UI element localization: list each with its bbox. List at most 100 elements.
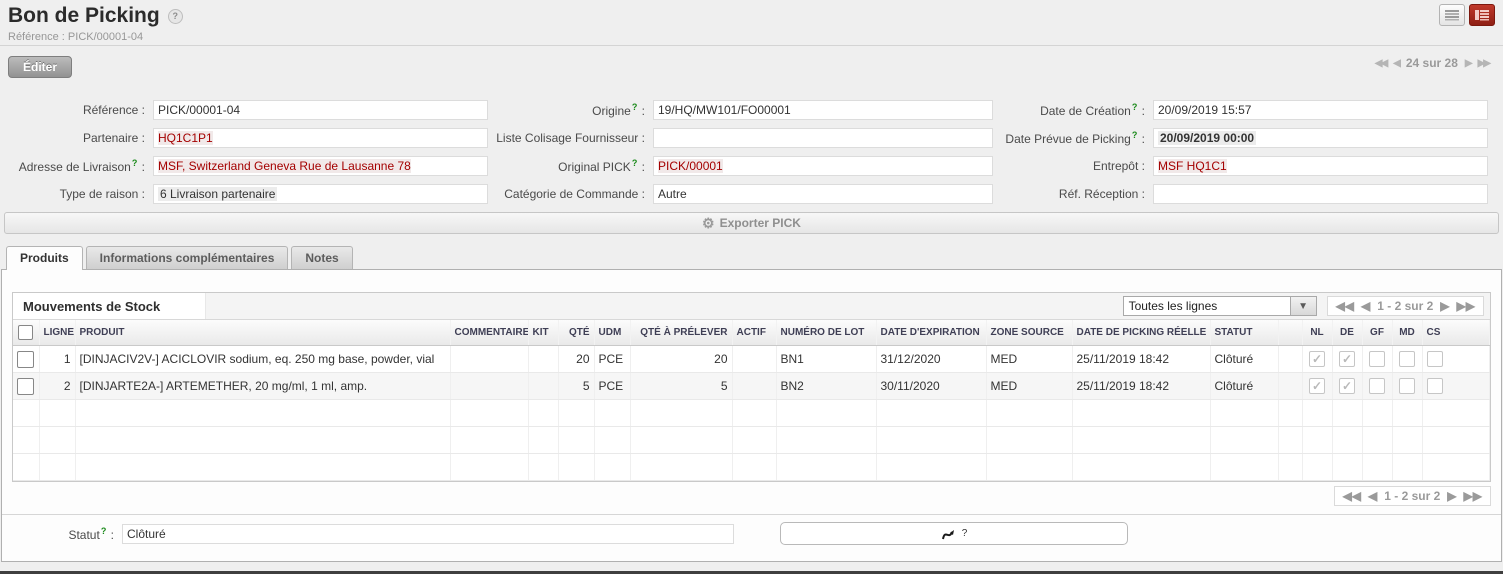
flag-nl-checkbox: ✓ bbox=[1309, 378, 1325, 394]
empty-row bbox=[13, 453, 1490, 481]
field-categorie: Autre bbox=[653, 184, 993, 204]
notebook-tabs: Produits Informations complémentaires No… bbox=[6, 246, 1503, 270]
col-qte-a-prelever: QTÉ À PRÉLEVER bbox=[630, 320, 733, 346]
cell-numero-de-lot: BN1 bbox=[776, 345, 877, 373]
col-gf: GF bbox=[1362, 320, 1393, 346]
form-view-icon bbox=[1475, 10, 1489, 21]
page-header: Bon de Picking ? Référence : PICK/00001-… bbox=[0, 0, 1503, 46]
list-view-icon bbox=[1445, 10, 1459, 21]
partenaire-link[interactable]: HQ1C1P1 bbox=[158, 131, 213, 145]
cell-ligne: 1 bbox=[39, 345, 76, 373]
view-switcher bbox=[1439, 4, 1495, 26]
field-label-reference: Référence : bbox=[82, 103, 145, 117]
flag-gf-checkbox bbox=[1369, 351, 1385, 367]
edit-button[interactable]: Éditer bbox=[8, 56, 73, 78]
col-produit: PRODUIT bbox=[75, 320, 451, 346]
next-page-icon[interactable]: ▶ bbox=[1447, 489, 1457, 503]
workflow-help-icon: ? bbox=[961, 528, 968, 539]
col-commentaire: COMMENTAIRE bbox=[450, 320, 529, 346]
col-de: DE bbox=[1332, 320, 1363, 346]
form-view-button[interactable] bbox=[1469, 4, 1495, 26]
tab-informations-complementaires[interactable]: Informations complémentaires bbox=[85, 246, 289, 269]
original-pick-link[interactable]: PICK/00001 bbox=[658, 159, 723, 173]
flag-de-checkbox: ✓ bbox=[1339, 378, 1355, 394]
adresse-link[interactable]: MSF, Switzerland Geneva Rue de Lausanne … bbox=[158, 159, 411, 173]
adresse-help-icon: ? bbox=[131, 158, 138, 168]
col-spacer bbox=[1278, 320, 1303, 346]
row-checkbox[interactable] bbox=[17, 350, 35, 368]
cell-qte: 5 bbox=[558, 372, 595, 400]
table-row[interactable]: 2 [DINJARTE2A-] ARTEMETHER, 20 mg/ml, 1 … bbox=[13, 372, 1490, 400]
next-page-icon[interactable]: ▶ bbox=[1440, 299, 1450, 313]
cell-qte: 20 bbox=[558, 345, 595, 373]
export-pick-button[interactable]: ⚙ Exporter PICK bbox=[4, 212, 1499, 234]
next-record-icon[interactable]: ▶ bbox=[1464, 57, 1473, 69]
tab-notes[interactable]: Notes bbox=[291, 246, 353, 269]
select-all-checkbox[interactable] bbox=[18, 325, 34, 340]
workflow-action-button[interactable]: ? bbox=[780, 522, 1128, 545]
cell-ligne: 2 bbox=[39, 372, 76, 400]
list-header: Mouvements de Stock Toutes les lignes ▼ … bbox=[13, 293, 1490, 320]
field-original-pick: PICK/00001 bbox=[653, 156, 993, 176]
prev-page-icon[interactable]: ◀ bbox=[1361, 299, 1371, 313]
first-record-icon[interactable]: ◀◀ bbox=[1374, 57, 1388, 69]
original-pick-help-icon: ? bbox=[631, 158, 638, 168]
col-date-expiration: DATE D'EXPIRATION bbox=[876, 320, 987, 346]
col-statut: STATUT bbox=[1210, 320, 1279, 346]
prev-page-icon[interactable]: ◀ bbox=[1368, 489, 1378, 503]
export-pick-label: Exporter PICK bbox=[719, 216, 801, 230]
cell-zone-source: MED bbox=[986, 372, 1073, 400]
row-checkbox[interactable] bbox=[17, 377, 35, 395]
col-filler: CS bbox=[1422, 320, 1490, 346]
field-partenaire: HQ1C1P1 bbox=[153, 128, 488, 148]
col-cs: CS bbox=[1426, 327, 1441, 338]
cell-commentaire bbox=[450, 372, 529, 400]
record-pager: ◀◀ ◀ 24 sur 28 ▶ ▶▶ bbox=[1374, 56, 1491, 70]
line-filter-select[interactable]: Toutes les lignes ▼ bbox=[1122, 296, 1317, 316]
first-page-icon[interactable]: ◀◀ bbox=[1335, 299, 1355, 313]
field-label-entrepot: Entrepôt : bbox=[1092, 159, 1145, 173]
tab-content-produits: Mouvements de Stock Toutes les lignes ▼ … bbox=[1, 269, 1502, 562]
list-title: Mouvements de Stock bbox=[13, 293, 207, 319]
field-label-liste-colisage: Liste Colisage Fournisseur : bbox=[496, 131, 645, 145]
table-row[interactable]: 1 [DINJACIV2V-] ACICLOVIR sodium, eq. 25… bbox=[13, 345, 1490, 373]
form-fields: Référence : PICK/00001-04 Origine? : 19/… bbox=[0, 88, 1503, 208]
last-page-icon[interactable]: ▶▶ bbox=[1463, 489, 1482, 503]
cell-produit: [DINJACIV2V-] ACICLOVIR sodium, eq. 250 … bbox=[75, 345, 451, 373]
col-md: MD bbox=[1392, 320, 1423, 346]
col-kit: KIT bbox=[528, 320, 559, 346]
origine-help-icon: ? bbox=[631, 102, 638, 112]
entrepot-link[interactable]: MSF HQ1C1 bbox=[1158, 159, 1227, 173]
first-page-icon[interactable]: ◀◀ bbox=[1342, 489, 1362, 503]
field-label-original-pick: Original PICK? : bbox=[558, 158, 645, 174]
flag-md-checkbox bbox=[1399, 378, 1415, 394]
field-label-ref-reception: Réf. Réception : bbox=[1058, 187, 1145, 201]
record-reference: Référence : PICK/00001-04 bbox=[8, 31, 144, 43]
col-qte: QTÉ bbox=[558, 320, 595, 346]
statut-label: Statut? : bbox=[68, 526, 114, 542]
field-label-date-prevue: Date Prévue de Picking? : bbox=[1005, 130, 1145, 146]
last-page-icon[interactable]: ▶▶ bbox=[1456, 299, 1475, 313]
list-view-button[interactable] bbox=[1439, 4, 1465, 26]
field-origine: 19/HQ/MW101/FO00001 bbox=[653, 100, 993, 120]
last-record-icon[interactable]: ▶▶ bbox=[1477, 57, 1491, 69]
col-date-picking-reelle: DATE DE PICKING RÉELLE bbox=[1072, 320, 1211, 346]
field-label-origine: Origine? : bbox=[592, 102, 645, 118]
cell-udm: PCE bbox=[594, 345, 631, 373]
cell-qte-a-prelever: 5 bbox=[630, 372, 733, 400]
cell-date-picking-reelle: 25/11/2019 18:42 bbox=[1072, 372, 1211, 400]
prev-record-icon[interactable]: ◀ bbox=[1393, 57, 1401, 69]
stock-moves-list: Mouvements de Stock Toutes les lignes ▼ … bbox=[12, 292, 1491, 482]
field-label-date-creation: Date de Création? : bbox=[1040, 102, 1145, 118]
cell-date-expiration: 31/12/2020 bbox=[876, 345, 987, 373]
field-entrepot: MSF HQ1C1 bbox=[1153, 156, 1488, 176]
field-date-creation: 20/09/2019 15:57 bbox=[1153, 100, 1488, 120]
cell-kit bbox=[528, 345, 559, 373]
cell-actif bbox=[732, 345, 777, 373]
cell-udm: PCE bbox=[594, 372, 631, 400]
field-adresse: MSF, Switzerland Geneva Rue de Lausanne … bbox=[153, 156, 488, 176]
date-creation-help-icon: ? bbox=[1131, 102, 1138, 112]
page-title: Bon de Picking bbox=[8, 4, 160, 27]
tab-produits[interactable]: Produits bbox=[6, 246, 83, 270]
cell-numero-de-lot: BN2 bbox=[776, 372, 877, 400]
